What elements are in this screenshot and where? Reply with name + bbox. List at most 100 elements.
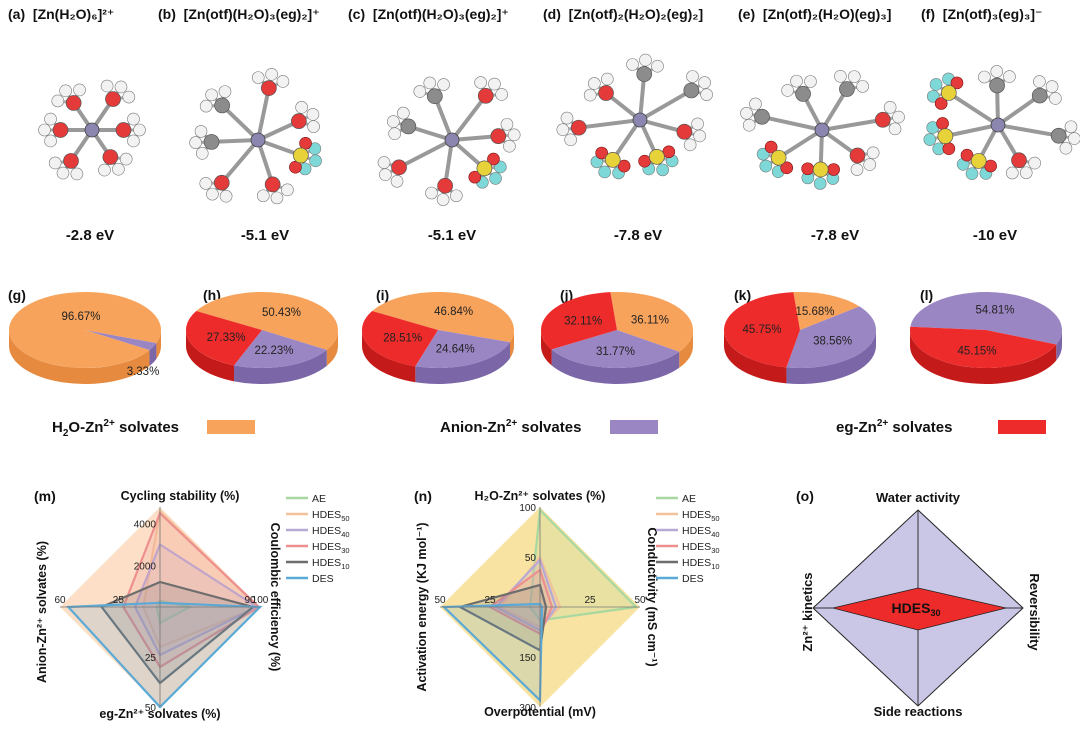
pie-letter-g: (g) <box>8 287 26 303</box>
pie-letter-j: (j) <box>560 287 574 303</box>
zinc-atom <box>814 122 830 138</box>
bond <box>256 87 271 141</box>
radar-tick-label: 50 <box>434 595 446 606</box>
hydrogen-atom <box>199 177 213 190</box>
hydrogen-atom <box>892 110 905 124</box>
energy-a: -2.8 eV <box>65 227 115 244</box>
pie-label-anion: 31.77% <box>596 346 635 358</box>
pie-slice-anion <box>786 306 876 368</box>
radar-tick-label: 100 <box>252 595 269 606</box>
fluorine-atom <box>923 133 937 146</box>
pie-slice-anion <box>910 292 1062 345</box>
pie-side-anion <box>234 349 327 385</box>
hydrogen-atom <box>270 191 284 205</box>
hydrogen-atom <box>437 78 450 91</box>
hydrogen-atom <box>790 74 803 88</box>
pie-side-eg <box>186 330 235 382</box>
bond <box>639 88 693 122</box>
oxygen-atom <box>801 162 814 176</box>
hydrogen-atom <box>474 76 487 89</box>
pie-side-h2o <box>156 330 161 359</box>
hydrogen-atom <box>133 123 146 137</box>
bond <box>821 117 884 132</box>
sulfur-atom <box>770 149 787 166</box>
legend-label: HDES40 <box>682 525 720 539</box>
hydrogen-atom <box>866 146 880 160</box>
pie-label-eg: 45.75% <box>743 324 782 336</box>
molecule-e <box>740 69 905 190</box>
hydrogen-atom <box>388 127 401 141</box>
hydrogen-atom <box>693 129 706 143</box>
hydrogen-atom <box>626 58 639 71</box>
panel-b-label: (b) [Zn(otf)(H₂O)₃(eg)₂]⁺ <box>158 6 320 22</box>
oxygen-atom <box>213 174 230 191</box>
carbon-atom <box>636 66 653 82</box>
oxygen-atom <box>102 149 119 165</box>
hydrogen-atom <box>51 94 65 108</box>
radar-tick-label: 4000 <box>134 520 157 531</box>
bond <box>611 118 642 161</box>
hydrogen-atom <box>850 163 864 176</box>
hydrogen-atom <box>686 70 699 83</box>
hydrogen-atom <box>276 75 290 88</box>
hydrogen-atom <box>295 101 308 114</box>
hydrogen-atom <box>251 71 265 84</box>
legend-label: HDES30 <box>312 541 350 555</box>
hydrogen-atom <box>1005 166 1019 180</box>
hydrogen-atom <box>888 122 902 136</box>
hydrogen-atom <box>379 168 392 181</box>
pie-slice-eg <box>910 326 1057 368</box>
legend-anion-label: Anion-Zn2+ solvates <box>440 418 582 436</box>
hydrogen-atom <box>189 136 202 149</box>
panel-f-label: (f) [Zn(otf)₃(eg)₃]⁻ <box>921 6 1043 22</box>
carbon-atom <box>989 77 1005 94</box>
pie-slice-anion <box>234 330 327 369</box>
bond <box>398 138 453 170</box>
pie-label-anion: 22.23% <box>254 345 293 357</box>
carbon-atom <box>1031 87 1048 104</box>
pie-slice-eg <box>723 292 800 368</box>
bond <box>997 123 1060 138</box>
radar-tick-label: 90 <box>244 595 256 606</box>
pie-slice-h2o <box>196 291 339 350</box>
hydrogen-atom <box>503 139 516 153</box>
sulfur-atom <box>940 85 957 101</box>
hydrogen-atom <box>70 167 84 181</box>
bond <box>220 103 260 142</box>
radar-series-des <box>65 601 263 709</box>
hydrogen-atom <box>848 70 861 83</box>
molecule-layer <box>38 53 1080 206</box>
hydrogen-atom <box>127 134 140 148</box>
oxygen-atom <box>676 123 693 140</box>
pie-g: 3.33% 96.67% <box>8 291 162 384</box>
fluorine-atom <box>489 172 502 185</box>
oxygen-atom <box>105 91 121 107</box>
oxygen-atom <box>827 163 840 176</box>
pie-slice-anion <box>551 330 680 369</box>
zinc-atom <box>632 112 648 128</box>
hydrogen-atom <box>59 84 72 98</box>
zinc-atom <box>990 117 1006 133</box>
hydrogen-atom <box>56 166 70 180</box>
hydrogen-atom <box>194 125 208 138</box>
pie-i: 46.84% 24.64% 28.51% <box>362 291 515 384</box>
legend-label: HDES10 <box>312 557 350 571</box>
oxygen-atom <box>477 87 494 104</box>
sulfur-atom <box>292 147 309 164</box>
legend-label: HDES30 <box>682 541 720 555</box>
pie-side-h2o <box>8 330 150 384</box>
hydrogen-atom <box>1003 70 1016 83</box>
pie-slice-anion <box>85 330 157 351</box>
oxygen-atom <box>289 160 302 174</box>
radar-tick-label: 300 <box>519 703 536 714</box>
oxygen-atom <box>638 154 651 168</box>
hydrogen-atom <box>195 147 209 160</box>
pie-side-eg <box>541 330 552 366</box>
radar-tick-label: 2000 <box>134 561 157 572</box>
hydrogen-atom <box>425 186 438 200</box>
bond <box>947 91 1000 127</box>
oxygen-atom <box>960 148 974 162</box>
pie-slice-h2o <box>9 291 162 368</box>
hydrogen-atom <box>206 187 219 201</box>
hydrogen-atom <box>1049 92 1062 105</box>
